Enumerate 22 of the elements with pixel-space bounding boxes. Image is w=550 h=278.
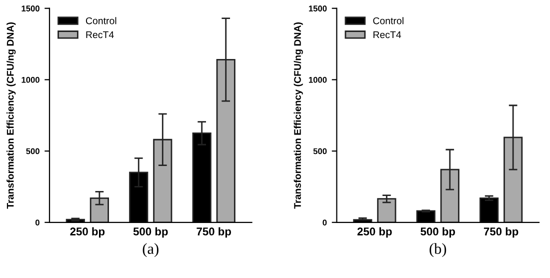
x-tick-label: 250 bp — [70, 227, 105, 238]
y-tick-label: 1000 — [22, 76, 40, 83]
legend-label: RecT4 — [373, 31, 402, 38]
x-tick-label: 500 bp — [420, 227, 456, 238]
y-tick-label: 1000 — [308, 76, 327, 83]
y-axis-title: Transformation Efficiency (CFU/ng DNA) — [294, 22, 303, 209]
x-tick-label: 250 bp — [357, 227, 392, 238]
y-tick-label: 0 — [35, 220, 40, 226]
y-tick-label: 0 — [322, 220, 327, 226]
x-axis-title: (b) — [430, 243, 446, 258]
x-tick-label: 750 bp — [196, 227, 231, 238]
x-tick-label: 750 bp — [484, 227, 518, 238]
y-tick-label: 1500 — [22, 6, 40, 12]
y-tick-label: 1500 — [308, 6, 327, 12]
legend-label: Control — [86, 17, 116, 24]
y-tick-label: 500 — [313, 148, 327, 154]
x-axis-title: (a) — [142, 243, 158, 258]
legend-label: Control — [373, 17, 404, 24]
legend-label: RecT4 — [86, 31, 114, 38]
y-tick-label: 500 — [26, 148, 40, 154]
y-axis-title: Transformation Efficiency (CFU/ng DNA) — [6, 22, 16, 209]
x-tick-label: 500 bp — [133, 227, 168, 238]
